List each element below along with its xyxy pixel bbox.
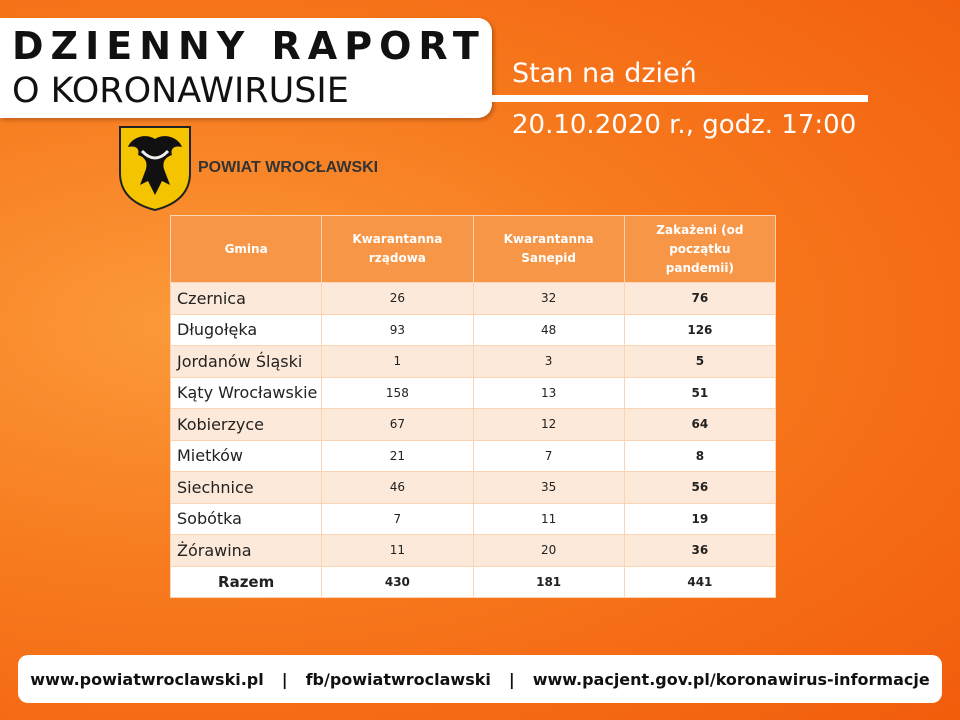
table-cell: 7	[472, 439, 625, 472]
table-cell: 7	[321, 502, 474, 535]
table-cell: 51	[623, 376, 777, 409]
table-cell: 430	[321, 565, 474, 598]
table-cell: 1	[321, 345, 474, 378]
total-row: Razem 430 181 441	[169, 565, 777, 598]
footer: www.powiatwroclawski.pl | fb/powiatwroclaw…	[18, 655, 942, 703]
table-cell: 11	[472, 502, 625, 535]
table-cell: 67	[321, 408, 474, 441]
table-cell: 158	[321, 376, 474, 409]
table-row: Kąty Wrocławskie 158 13 51	[169, 376, 777, 409]
table-cell: Czernica	[169, 282, 323, 315]
column-header: Gmina	[169, 215, 323, 283]
table-cell: 126	[623, 313, 777, 346]
table-cell: Mietków	[169, 439, 323, 472]
table-cell: Długołęka	[169, 313, 323, 346]
table-cell: 35	[472, 471, 625, 504]
table-cell: 441	[623, 565, 777, 598]
footer-link: www.pacjent.gov.pl/koronawirus-informacj…	[532, 669, 930, 689]
table-row: Długołęka 93 48 126	[169, 313, 777, 346]
separator: |	[281, 669, 288, 689]
date: 20.10.2020 r., godz. 17:00	[512, 110, 857, 140]
table-cell: Żórawina	[169, 534, 323, 567]
title: DZIENNY RAPORT	[12, 24, 486, 68]
table-cell: 26	[321, 282, 474, 315]
table-cell: 5	[623, 345, 777, 378]
table-cell: 20	[472, 534, 625, 567]
column-header: Kwarantanna rządowa	[321, 215, 474, 283]
logo-text: POWIAT WROCŁAWSKI	[198, 159, 379, 176]
table-cell: 76	[623, 282, 777, 315]
table-cell: 13	[472, 376, 625, 409]
table-cell: 21	[321, 439, 474, 472]
table-row: Mietków 21 7 8	[169, 439, 777, 472]
table-cell: 32	[472, 282, 625, 315]
underline	[490, 95, 868, 102]
table-cell: Siechnice	[169, 471, 323, 504]
table-cell: Razem	[169, 565, 323, 598]
data-table: Gmina Kwarantanna rządowa Kwarantanna Sane…	[169, 215, 777, 598]
table-cell: 181	[472, 565, 625, 598]
table-row: Sobótka 7 11 19	[169, 502, 777, 535]
table-cell: 11	[321, 534, 474, 567]
table-cell: Sobótka	[169, 502, 323, 535]
table-cell: 8	[623, 439, 777, 472]
separator: |	[508, 669, 515, 689]
status-label: Stan na dzień	[512, 58, 697, 89]
table-cell: 64	[623, 408, 777, 441]
table-cell: 93	[321, 313, 474, 346]
table-cell: 46	[321, 471, 474, 504]
coat-of-arms	[119, 126, 191, 211]
table-row: Kobierzyce 67 12 64	[169, 408, 777, 441]
table-row: Siechnice 46 35 56	[169, 471, 777, 504]
column-header: Kwarantanna Sanepid	[472, 215, 625, 283]
table-row: Żórawina 11 20 36	[169, 534, 777, 567]
column-header: Zakażeni (od początku pandemii)	[623, 215, 777, 283]
table-cell: Kobierzyce	[169, 408, 323, 441]
table-cell: 12	[472, 408, 625, 441]
table-cell: Jordanów Śląski	[169, 345, 323, 378]
footer-link: fb/powiatwroclawski	[305, 669, 491, 689]
table-cell: 48	[472, 313, 625, 346]
table-cell: 36	[623, 534, 777, 567]
table-cell: 3	[472, 345, 625, 378]
table-row: Jordanów Śląski 1 3 5	[169, 345, 777, 378]
title-box: DZIENNY RAPORT O KORONAWIRUSIE	[0, 18, 492, 118]
table-cell: 56	[623, 471, 777, 504]
subtitle: O KORONAWIRUSIE	[12, 71, 349, 111]
table-cell: Kąty Wrocławskie	[169, 376, 323, 409]
footer-link: www.powiatwroclawski.pl	[30, 669, 264, 689]
table-cell: 19	[623, 502, 777, 535]
table-row: Czernica 26 32 76	[169, 282, 777, 315]
header-row: Gmina Kwarantanna rządowa Kwarantanna Sane…	[169, 215, 777, 283]
